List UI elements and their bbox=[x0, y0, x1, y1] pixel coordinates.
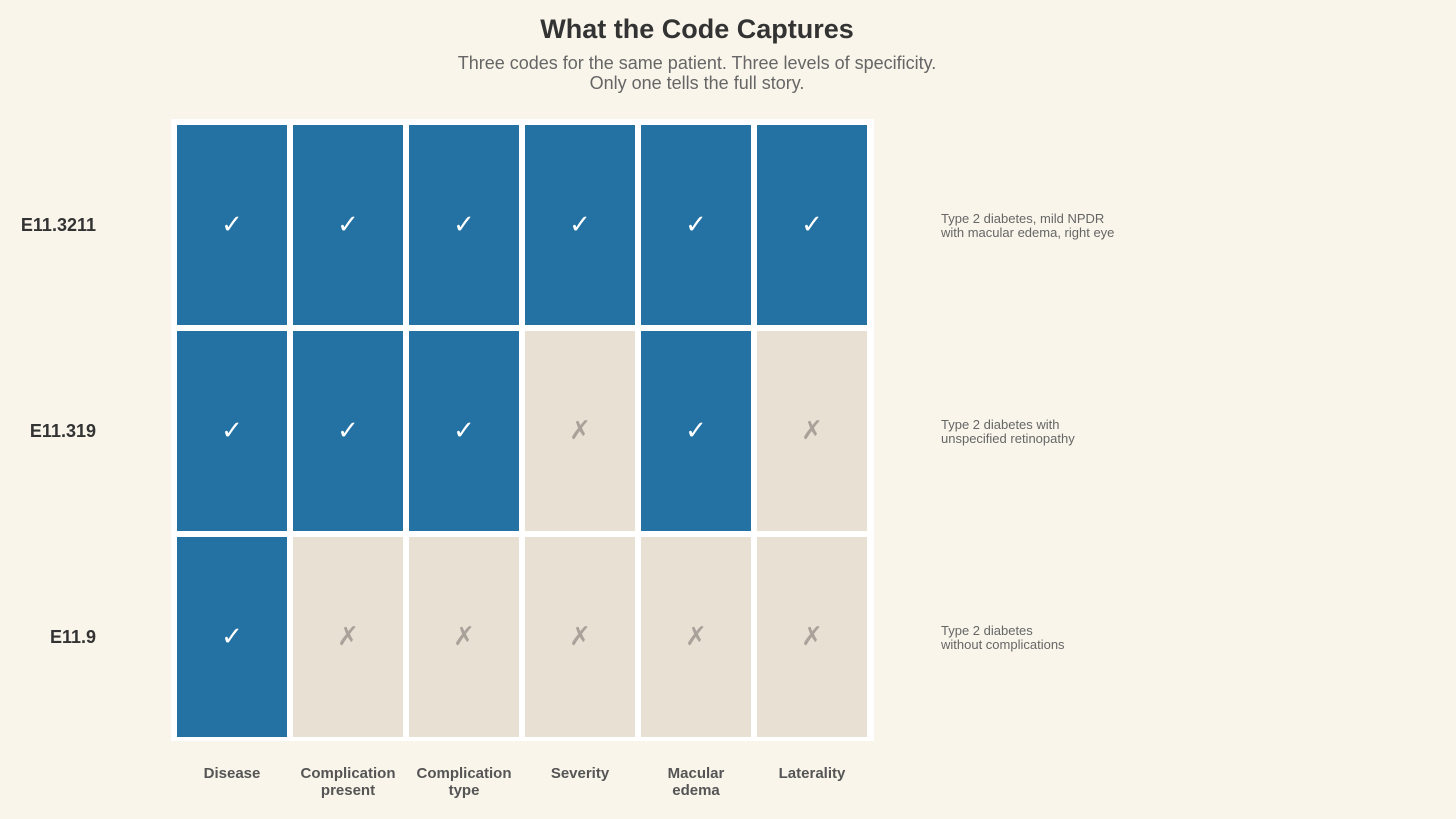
heatmap-cell: ✗ bbox=[293, 537, 403, 737]
column-label-line: Macular bbox=[667, 765, 725, 782]
heatmap-cell: ✗ bbox=[757, 537, 867, 737]
heatmap-cell: ✗ bbox=[525, 537, 635, 737]
column-label-line: Complication bbox=[416, 765, 512, 782]
heatmap-cell: ✗ bbox=[757, 331, 867, 531]
column-label: Severity bbox=[515, 765, 645, 782]
heatmap-cell: ✗ bbox=[409, 537, 519, 737]
column-label-line: present bbox=[320, 782, 376, 799]
heatmap-cell: ✓ bbox=[293, 125, 403, 325]
row-description-line: Type 2 diabetes bbox=[941, 623, 1033, 638]
column-label-line: Laterality bbox=[778, 765, 846, 782]
row-label: E11.3211 bbox=[20, 215, 96, 235]
heatmap-cell: ✓ bbox=[409, 331, 519, 531]
heatmap-cell: ✗ bbox=[525, 331, 635, 531]
grid-frame bbox=[171, 119, 874, 741]
column-label: Complication present bbox=[283, 765, 413, 799]
subtitle-line: Only one tells the full story. bbox=[589, 73, 805, 93]
row-description-line: without complications bbox=[941, 636, 1065, 652]
heatmap-cell: ✓ bbox=[525, 125, 635, 325]
column-label-line: Severity bbox=[550, 765, 610, 782]
heatmap-cell: ✓ bbox=[641, 331, 751, 531]
chart-title: What the Code Captures bbox=[540, 14, 854, 44]
row-description-line: Type 2 diabetes, mild NPDR bbox=[941, 211, 1105, 226]
column-label-line: Disease bbox=[203, 765, 261, 782]
row-description-line: unspecified retinopathy bbox=[941, 430, 1075, 446]
row-label: E11.9 bbox=[49, 627, 96, 647]
heatmap-cell: ✓ bbox=[409, 125, 519, 325]
heatmap-cell: ✗ bbox=[641, 537, 751, 737]
row-description: Type 2 diabetes with unspecified retinopa… bbox=[941, 418, 1075, 445]
heatmap-cell: ✓ bbox=[177, 125, 287, 325]
column-label: Complication type bbox=[399, 765, 529, 799]
heatmap-cell: ✓ bbox=[757, 125, 867, 325]
heatmap-cell: ✓ bbox=[177, 331, 287, 531]
column-label: Disease bbox=[167, 765, 297, 782]
heatmap-cell: ✓ bbox=[293, 331, 403, 531]
subtitle-line: Three codes for the same patient. Three … bbox=[457, 53, 937, 73]
row-description: Type 2 diabetes without complications bbox=[941, 624, 1065, 651]
row-description: Type 2 diabetes, mild NPDR with macular e… bbox=[941, 212, 1114, 239]
column-label-line: type bbox=[448, 782, 480, 799]
heatmap-cell: ✓ bbox=[641, 125, 751, 325]
row-label: E11.319 bbox=[29, 421, 96, 441]
column-label: Laterality bbox=[747, 765, 877, 782]
column-label: Macular edema bbox=[631, 765, 761, 799]
row-description-line: Type 2 diabetes with bbox=[941, 417, 1060, 432]
row-description-line: with macular edema, right eye bbox=[941, 224, 1115, 240]
heatmap-cell: ✓ bbox=[177, 537, 287, 737]
chart-subtitle: Three codes for the same patient. Three … bbox=[0, 53, 1394, 93]
column-label-line: Complication bbox=[300, 765, 396, 782]
column-label-line: edema bbox=[672, 782, 720, 799]
